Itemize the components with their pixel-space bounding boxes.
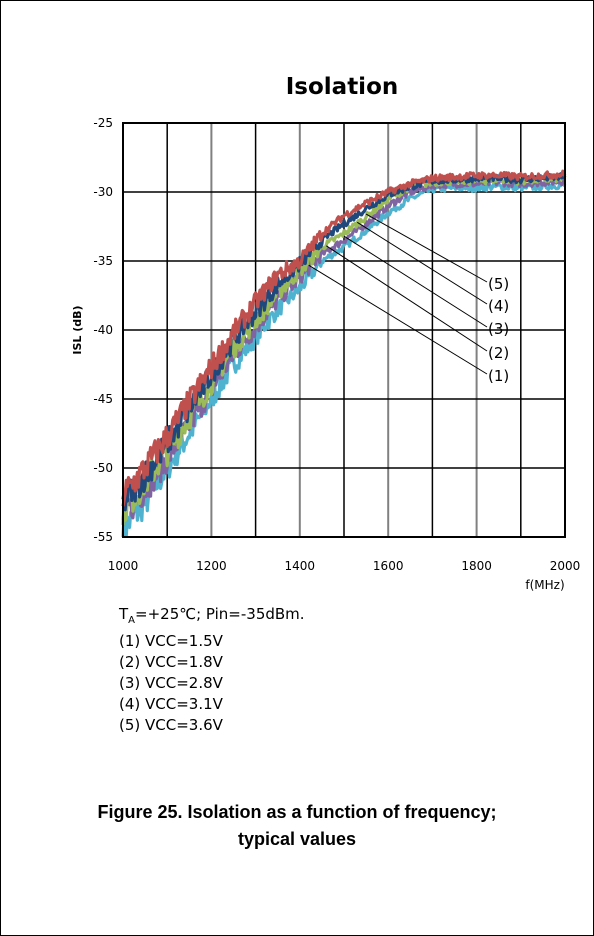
condition-t-subscript: A — [128, 615, 136, 626]
condition-t-value: =+25℃; Pin=-35dBm. — [135, 605, 305, 623]
caption-line-1: Figure 25. Isolation as a function of fr… — [97, 802, 497, 822]
data-series — [121, 169, 567, 538]
y-tick-label: -35 — [93, 254, 113, 268]
annotation-label: (4) — [488, 297, 509, 315]
condition-vcc-2: (2) VCC=1.8V — [119, 653, 223, 671]
series-line-5 — [121, 169, 567, 507]
curve-annotations: (5) (4) (3) (2) (1) — [308, 213, 509, 385]
condition-temperature-pin: TA=+25℃; Pin=-35dBm. — [119, 604, 305, 631]
y-tick-label: -55 — [93, 530, 113, 544]
x-axis-label: f(MHz) — [525, 578, 564, 592]
tick-labels: -25 -30 -35 -40 -45 -50 -55 1000 1200 1400 1600 180… — [93, 116, 580, 573]
condition-vcc-1: (1) VCC=1.5V — [119, 632, 223, 650]
condition-vcc-4: (4) VCC=3.1V — [119, 695, 223, 713]
annotation-leader — [308, 264, 488, 375]
y-tick-label: -30 — [93, 185, 113, 199]
condition-vcc-3: (3) VCC=2.8V — [119, 674, 223, 692]
series-line-1 — [121, 181, 567, 538]
y-tick-label: -25 — [93, 116, 113, 130]
annotation-leader — [326, 245, 488, 352]
x-tick-label: 1400 — [285, 559, 316, 573]
annotation-label: (5) — [488, 275, 509, 293]
annotation-label: (1) — [488, 367, 509, 385]
figure-caption: Figure 25. Isolation as a function of fr… — [1, 799, 593, 853]
y-tick-label: -50 — [93, 461, 113, 475]
x-tick-label: 1200 — [196, 559, 227, 573]
y-axis-label: ISL (dB) — [71, 305, 84, 354]
x-tick-label: 1800 — [461, 559, 492, 573]
annotation-leader — [356, 221, 488, 305]
annotation-leader — [343, 235, 488, 328]
condition-vcc-5: (5) VCC=3.6V — [119, 716, 223, 734]
test-conditions: TA=+25℃; Pin=-35dBm. (1) VCC=1.5V (2) VC… — [119, 604, 305, 736]
x-tick-label: 1600 — [373, 559, 404, 573]
plot-area-border — [122, 122, 566, 538]
annotation-leader — [365, 213, 488, 283]
annotation-label: (2) — [488, 344, 509, 362]
y-tick-label: -45 — [93, 392, 113, 406]
x-tick-label: 1000 — [108, 559, 139, 573]
annotation-label: (3) — [488, 320, 509, 338]
condition-t-symbol: T — [119, 605, 129, 623]
x-tick-label: 2000 — [550, 559, 581, 573]
y-tick-label: -40 — [93, 323, 113, 337]
chart-title: Isolation — [286, 74, 399, 100]
caption-line-2: typical values — [237, 829, 357, 849]
